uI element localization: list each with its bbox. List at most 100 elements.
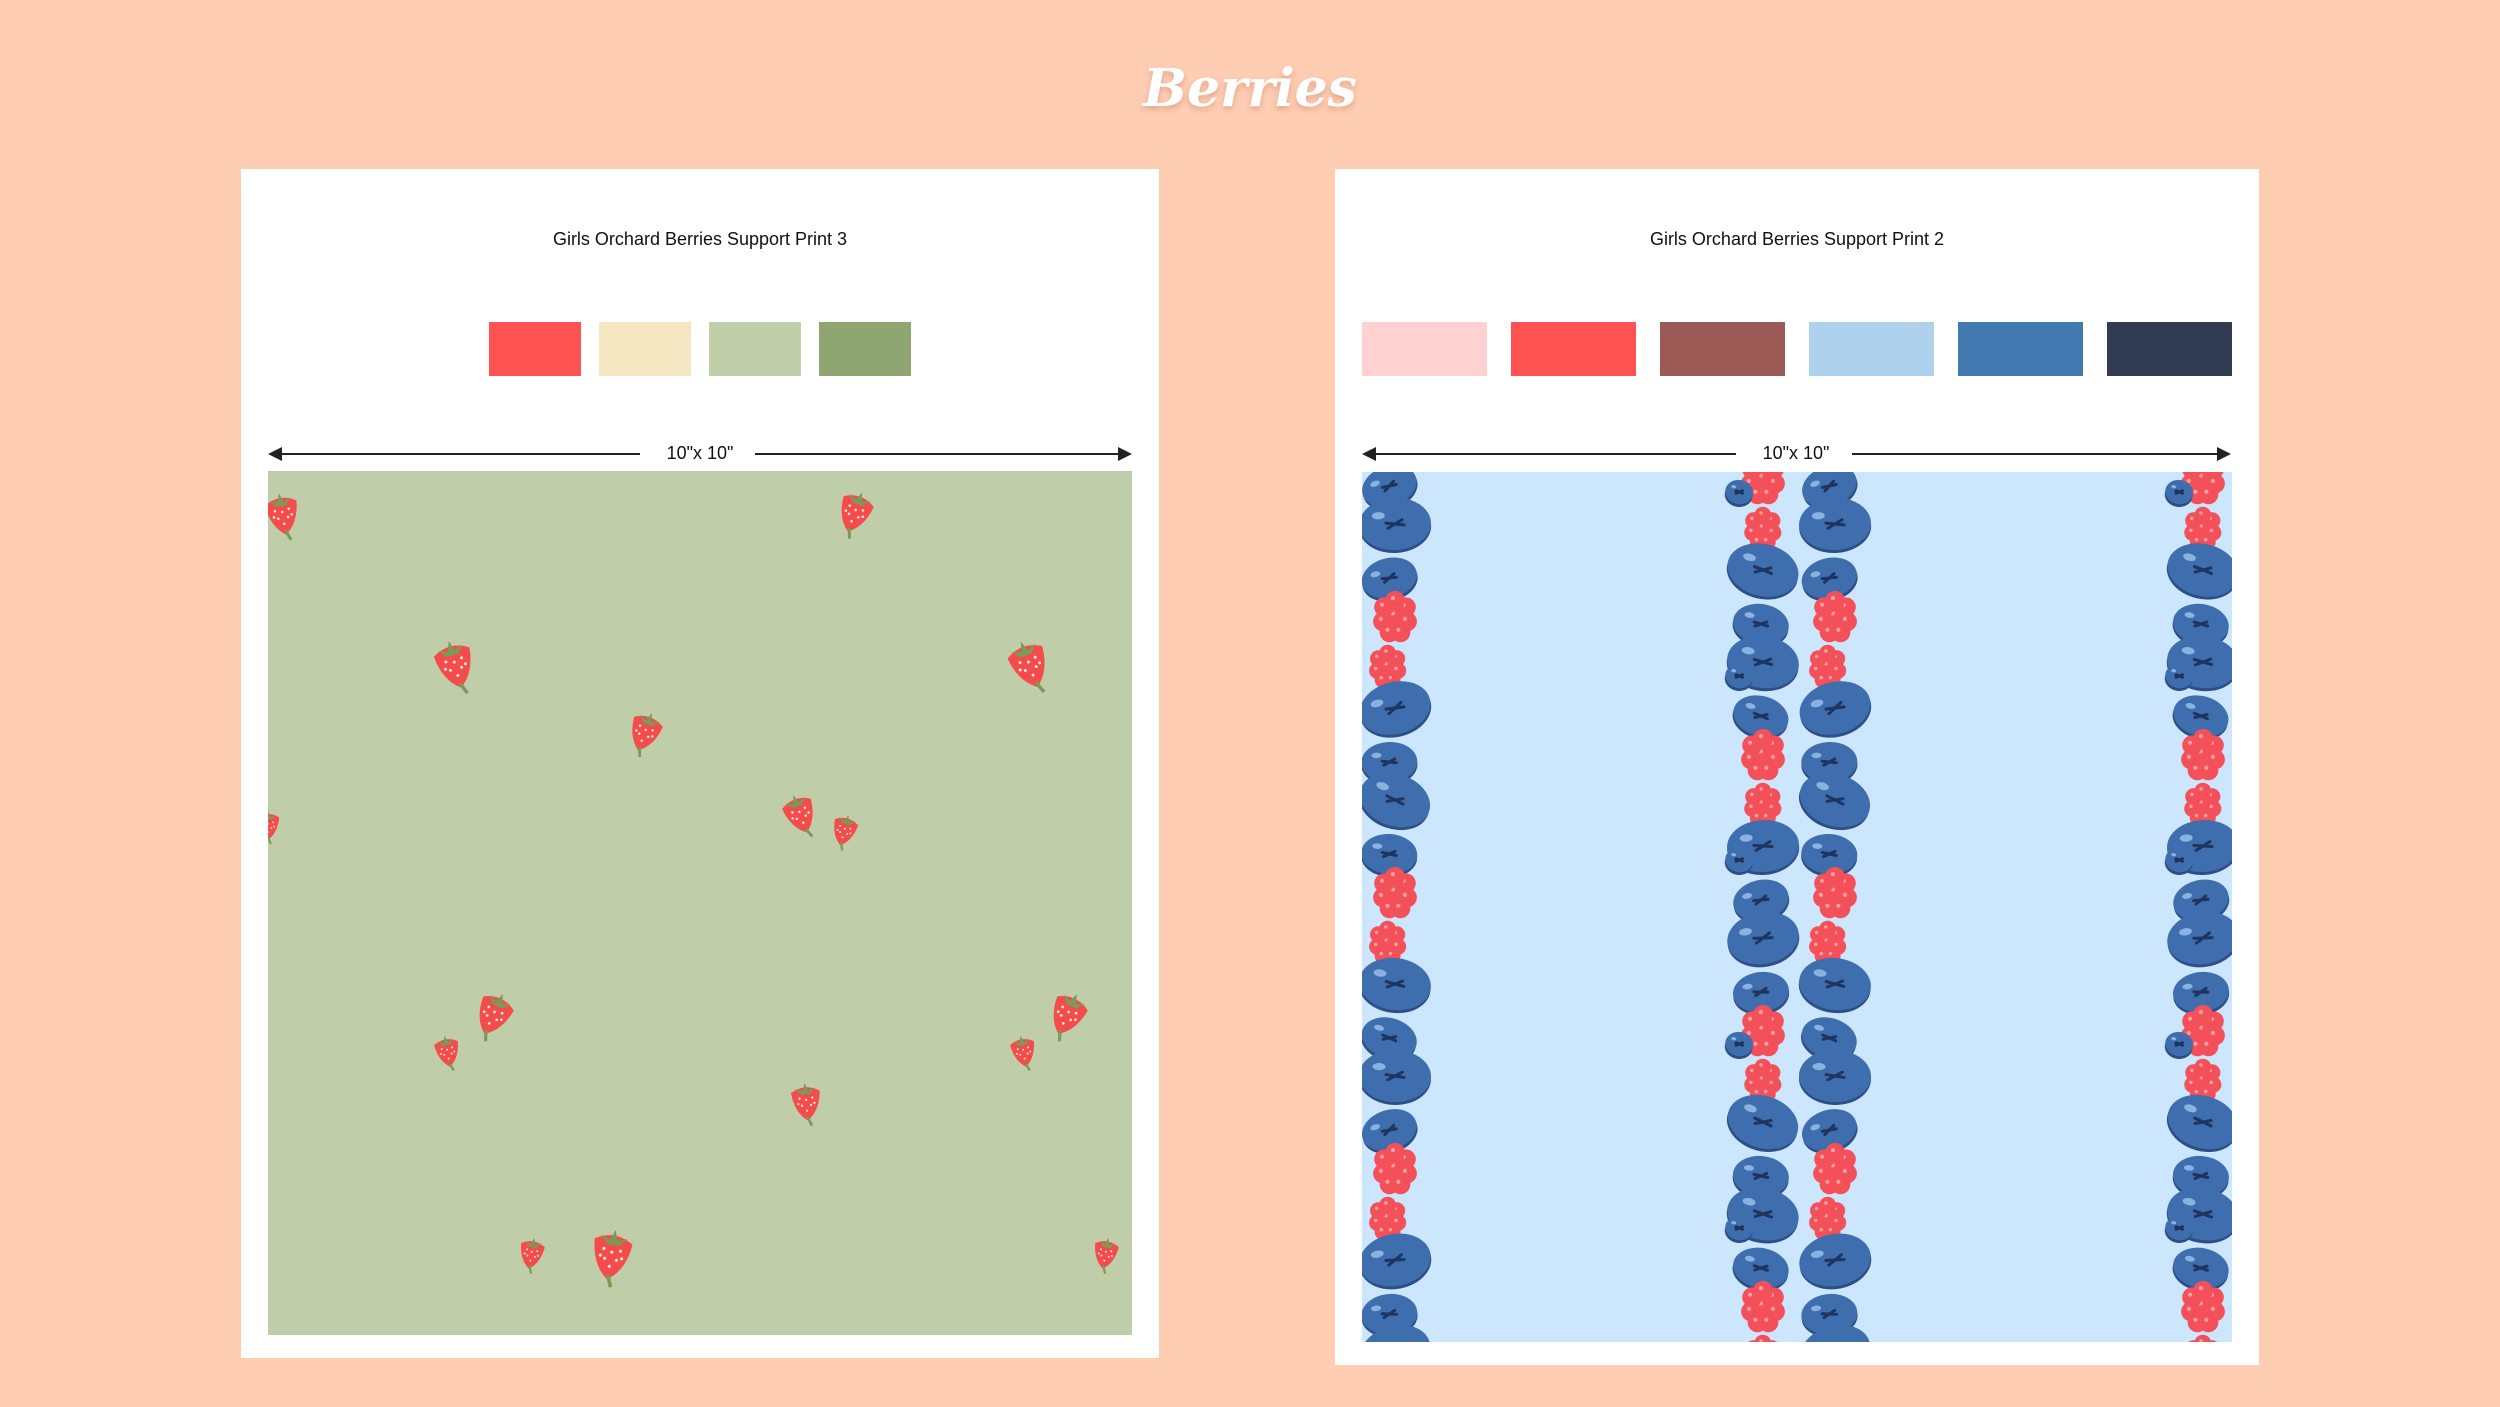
blueberry-icon [1362,833,1418,878]
strawberry-icon [782,794,814,838]
color-swatch-light-blue [1809,322,1934,376]
raspberry-icon [2181,1280,2225,1333]
blueberry-icon [1733,971,1790,1016]
strawberry-pattern-art [268,492,1119,1288]
print-title: Girls Orchard Berries Support Print 2 [1649,229,1945,249]
blueberry-icon [2172,1155,2229,1200]
blueberry-icon [1801,741,1858,786]
raspberry-icon [1813,590,1857,643]
strawberry-icon [434,1035,458,1072]
color-swatch-red [489,322,581,376]
dimension-arrow-right [1118,447,1132,461]
color-swatch-navy [2107,322,2232,376]
blueberry-icon [2164,663,2194,692]
strawberry-icon [791,1082,820,1127]
raspberry-icon [1741,472,1785,505]
strawberry-icon [1053,993,1088,1042]
blueberry-icon [1801,1109,1858,1154]
raspberry-icon [1813,1142,1857,1195]
color-swatch-red [1511,322,1636,376]
strawberry-icon [268,810,280,845]
strawberry-icon [1010,1035,1034,1072]
dimension-label: 10"x 10" [666,443,734,463]
raspberry-icon [1373,590,1417,643]
blueberry-icon [1362,557,1418,602]
color-swatch-olive [819,322,911,376]
blueberry-icon [1362,497,1432,554]
raspberry-icon [1809,644,1847,689]
blueberry-icon [2164,1031,2194,1060]
blueberry-icon [1798,957,1871,1014]
blueberry-icon [1799,497,1872,554]
blueberry-icon [1798,772,1871,831]
blueberry-icon [1801,833,1858,878]
strawberry-icon [632,712,663,758]
blueberry-icon [1362,957,1431,1014]
strawberry-icon [841,492,874,539]
blueberry-icon [2164,1215,2194,1244]
strawberry-icon [521,1237,545,1274]
print-title: Girls Orchard Berries Support Print 3 [552,229,848,249]
blueberry-icon [2164,847,2194,876]
raspberry-icon [1741,1280,1785,1333]
blueberry-icon [1732,1247,1789,1292]
blueberry-icon [2166,1094,2232,1152]
raspberry-icon [1813,866,1857,919]
dimension-line-right [755,453,1121,455]
strawberry-icon [834,814,859,851]
strawberry-icon [1095,1237,1119,1274]
blueberry-icon [1724,663,1754,692]
blueberry-icon [1799,1325,1872,1342]
dimension-line-left [1370,453,1736,455]
strawberry-icon [594,1229,633,1288]
blueberry-icon [1732,1155,1789,1200]
blueberry-icon [1724,479,1754,508]
blueberry-icon [1732,695,1789,740]
blueberry-icon [1724,1031,1754,1060]
blueberry-icon [1724,847,1754,876]
blueberry-icon [1362,1181,1364,1250]
dimension-arrow-left [268,447,282,461]
blueberry-icon [1362,536,1364,607]
color-swatch-pink [1362,322,1487,376]
strawberry-icon [1007,641,1046,693]
blueberry-icon [1799,1233,1872,1290]
blueberry-icon [1727,819,1800,876]
print-card-1: Girls Orchard Berries Support Print 3 10… [241,169,1159,1358]
blueberry-icon [1727,911,1800,968]
raspberry-icon [2184,782,2222,827]
blueberry-icon [1724,1215,1754,1244]
blueberry-icon [1362,906,1363,973]
raspberry-icon [1809,920,1847,965]
dimension-label: 10"x 10" [1762,443,1830,463]
blueberry-icon [1801,557,1858,602]
raspberry-icon [1741,1004,1785,1057]
blueberry-icon [1362,772,1431,831]
dimension-line-left [276,453,640,455]
page-title: Berries [1143,58,1357,119]
blueberry-icon [1362,1049,1431,1106]
blueberry-icon [1732,603,1789,648]
blueberry-icon [2172,695,2229,740]
blueberry-icon [2167,911,2232,968]
blueberry-icon [1362,1086,1365,1161]
dimension-line-right [1852,453,2220,455]
blueberry-icon [1726,543,1799,600]
blueberry-icon [2172,603,2229,648]
blueberry-icon [2172,1247,2229,1292]
blueberry-icon [2173,971,2230,1016]
raspberry-icon [1369,920,1407,965]
blueberry-icon [1362,1109,1418,1154]
color-swatch-cream [599,322,691,376]
strawberry-icon [268,493,297,541]
raspberry-icon [1744,782,1782,827]
blueberry-icon [1798,1049,1871,1106]
blueberry-icon [2164,479,2194,508]
blueberry-icon [1362,1233,1432,1290]
raspberry-icon [1373,866,1417,919]
raspberry-icon [1741,728,1785,781]
blueberry-raspberry-pattern [1362,472,2232,1342]
blueberry-icon [1726,1094,1799,1152]
strawberry-icon [433,641,471,695]
dimension-arrow-right [2217,447,2231,461]
